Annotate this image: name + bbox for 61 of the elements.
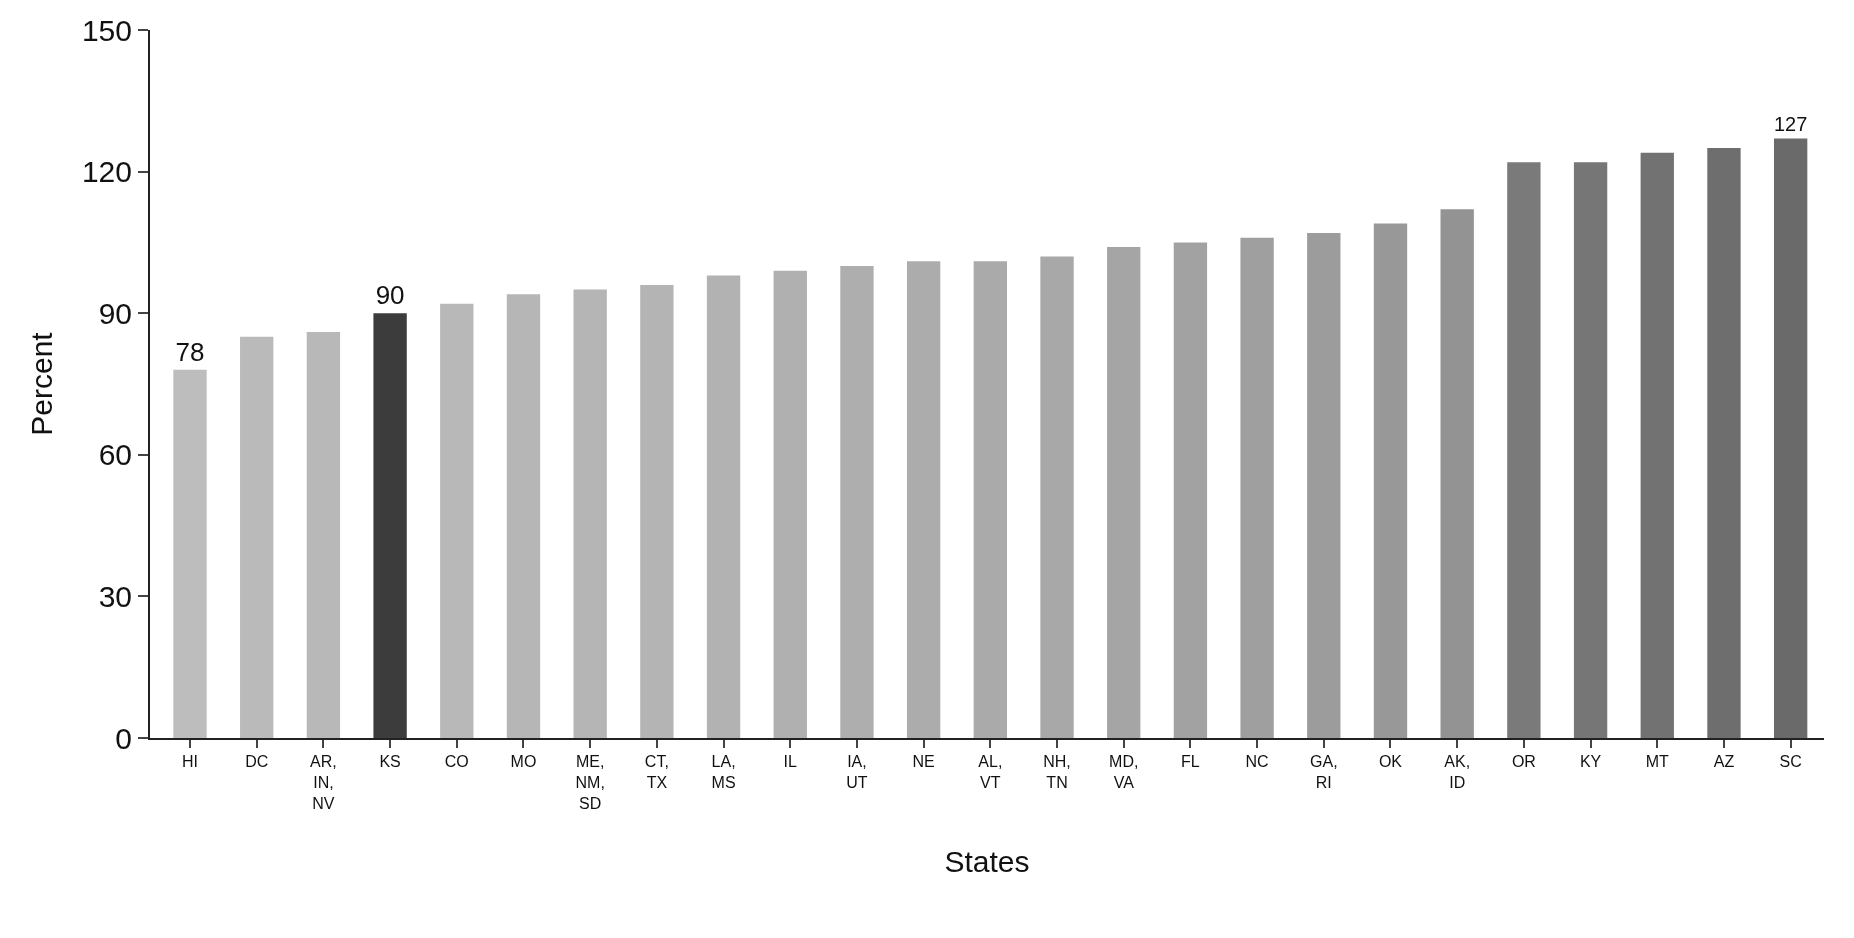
x-tick-label: ME, NM, SD [575,753,605,812]
bar [906,261,941,738]
bar [1707,148,1741,738]
bar [1240,237,1274,738]
y-axis-title: Percent [25,331,59,436]
bar [640,284,674,738]
bar [240,336,274,738]
x-tick-label: OK [1378,753,1403,771]
x-tick-label: FL [1181,753,1200,771]
x-tick-label: AR, IN, NV [310,753,337,812]
x-tick-label: MO [510,753,537,771]
bar [1173,242,1208,738]
bar [573,289,607,738]
y-tick-label: 120 [81,155,132,189]
bar [1307,232,1341,738]
bar [1107,247,1141,738]
bar [506,294,541,738]
x-tick-label: IA, UT [846,753,868,791]
y-tick-label: 90 [98,296,132,330]
bar [306,332,341,738]
bar [1773,138,1808,738]
y-tick-label: 0 [115,721,132,755]
bar [1373,223,1408,738]
x-tick-label: MT [1645,753,1670,771]
x-tick-label: SC [1779,753,1802,771]
y-tick-label: 60 [98,438,132,472]
bar [173,369,207,738]
bar [1507,162,1541,738]
bar [1440,209,1474,738]
x-tick-label: KS [379,753,401,771]
bar [1040,256,1074,738]
bar [373,313,407,738]
bar [1640,152,1674,738]
x-tick-label: GA, RI [1310,753,1338,791]
x-tick-label: CO [444,753,469,771]
x-tick-label: KY [1579,753,1602,771]
data-label: 78 [175,336,205,367]
x-tick-label: AK, ID [1444,753,1471,791]
x-tick-label: NC [1245,753,1269,771]
bar [1573,162,1608,738]
data-label: 90 [375,280,405,311]
y-tick-label: 30 [98,579,132,613]
bar [973,261,1008,738]
x-tick-label: AL, VT [978,753,1003,791]
data-label: 127 [1773,112,1808,135]
x-tick-label: MD, VA [1109,753,1139,791]
x-tick-label: AZ [1713,753,1735,771]
x-tick-label: DC [245,753,269,771]
x-tick-label: HI [182,753,199,771]
x-tick-label: NE [912,753,935,771]
y-tick-label: 150 [81,13,132,47]
bar [840,266,874,738]
x-tick-label: CT, TX [644,753,669,791]
x-axis-title: States [944,844,1030,878]
x-tick-label: LA, MS [711,753,736,791]
bar [706,275,741,738]
bar [440,303,474,738]
x-tick-label: NH, TN [1043,753,1071,791]
x-tick-label: IL [783,753,798,771]
x-tick-label: OR [1511,753,1536,771]
bar [773,270,807,738]
